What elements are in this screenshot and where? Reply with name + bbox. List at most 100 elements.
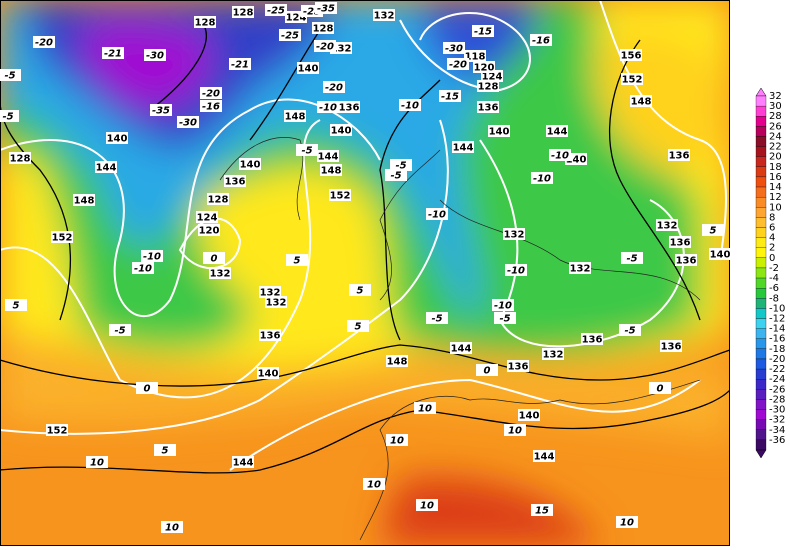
height-label: 132 bbox=[210, 269, 231, 280]
height-label: 132 bbox=[374, 11, 395, 22]
height-label: 148 bbox=[321, 166, 342, 177]
colorbar-label: 28 bbox=[769, 111, 782, 122]
label-box bbox=[329, 189, 351, 201]
label-box bbox=[132, 262, 154, 274]
label-box bbox=[232, 6, 254, 18]
colorbar-swatch bbox=[755, 429, 767, 441]
label-box bbox=[414, 402, 436, 414]
label-box bbox=[494, 312, 516, 324]
temperature-label: -15 bbox=[474, 27, 492, 38]
colorbar-label: -12 bbox=[769, 314, 785, 325]
height-label: 152 bbox=[47, 426, 68, 437]
temperature-label: 0 bbox=[144, 384, 151, 395]
temperature-label: 15 bbox=[535, 506, 549, 517]
label-box bbox=[265, 4, 287, 16]
height-label: 148 bbox=[631, 97, 652, 108]
label-box bbox=[450, 342, 472, 354]
height-label: 144 bbox=[453, 143, 474, 154]
label-box bbox=[320, 164, 342, 176]
label-box bbox=[447, 58, 469, 70]
label-box bbox=[33, 36, 55, 48]
height-label: 136 bbox=[661, 342, 682, 353]
colorbar-swatch bbox=[755, 439, 767, 451]
label-box bbox=[200, 100, 222, 112]
colorbar-swatch bbox=[755, 217, 767, 228]
colorbar-swatch bbox=[755, 207, 767, 218]
temperature-label: -20 bbox=[325, 83, 343, 94]
label-box bbox=[390, 159, 412, 171]
label-box bbox=[196, 211, 218, 223]
height-label: 140 bbox=[258, 369, 279, 380]
temperature-label: -20 bbox=[316, 42, 334, 53]
height-label: 144 bbox=[534, 452, 555, 463]
height-label: 140 bbox=[331, 126, 352, 137]
height-label: 148 bbox=[285, 112, 306, 123]
height-label: 136 bbox=[508, 362, 529, 373]
height-label: 136 bbox=[670, 238, 691, 249]
height-label: 140 bbox=[298, 64, 319, 75]
label-box bbox=[386, 434, 408, 446]
label-box bbox=[656, 219, 678, 231]
label-box bbox=[363, 478, 385, 490]
temperature-label: 10 bbox=[90, 458, 104, 469]
height-label: 136 bbox=[339, 103, 360, 114]
label-box bbox=[477, 101, 499, 113]
label-box bbox=[473, 61, 495, 73]
label-box bbox=[279, 29, 301, 41]
label-box bbox=[507, 360, 529, 372]
label-box bbox=[109, 324, 131, 336]
colorbar-label: -28 bbox=[769, 394, 785, 405]
height-label: 128 bbox=[313, 24, 334, 35]
colorbar-arrow-top bbox=[755, 87, 767, 97]
colorbar-label: 2 bbox=[769, 243, 775, 254]
label-box bbox=[136, 382, 158, 394]
temperature-label: -5 bbox=[2, 112, 13, 123]
height-label: 124 bbox=[286, 13, 307, 24]
label-box bbox=[0, 110, 19, 122]
temperature-label: -15 bbox=[441, 92, 459, 103]
label-box bbox=[373, 9, 395, 21]
height-label: 144 bbox=[547, 127, 568, 138]
height-label: 128 bbox=[10, 154, 31, 165]
label-box bbox=[542, 348, 564, 360]
height-label: 140 bbox=[519, 411, 540, 422]
label-box bbox=[141, 250, 163, 262]
temperature-label: -10 bbox=[319, 103, 337, 114]
temperature-label: 10 bbox=[418, 404, 432, 415]
colorbar-label: -2 bbox=[769, 263, 779, 274]
colorbar-swatch bbox=[755, 136, 767, 147]
colorbar-label: -18 bbox=[769, 344, 785, 355]
temperature-label: -20 bbox=[202, 89, 220, 100]
colorbar-arrow-bottom bbox=[755, 449, 767, 459]
temperature-label: -20 bbox=[449, 60, 467, 71]
temperature-label: 10 bbox=[390, 436, 404, 447]
colorbar-swatch bbox=[755, 318, 767, 329]
temperature-label: -10 bbox=[507, 266, 525, 277]
colorbar: 32302826242220181614121086420-2-4-6-8-10… bbox=[755, 87, 785, 459]
colorbar-label: 24 bbox=[769, 131, 782, 142]
colorbar-swatch bbox=[755, 288, 767, 299]
label-box bbox=[239, 158, 261, 170]
height-label: 136 bbox=[582, 335, 603, 346]
colorbar-swatch bbox=[755, 176, 767, 188]
label-box bbox=[660, 340, 682, 352]
height-label: 148 bbox=[387, 357, 408, 368]
colorbar-label: 12 bbox=[769, 192, 782, 203]
label-box bbox=[503, 228, 525, 240]
label-box bbox=[581, 333, 603, 345]
colorbar-swatch bbox=[755, 126, 767, 137]
temperature-label: 5 bbox=[162, 446, 169, 457]
height-label: 152 bbox=[622, 75, 643, 86]
temperature-label: -10 bbox=[551, 151, 569, 162]
label-box bbox=[549, 149, 571, 161]
label-box bbox=[709, 248, 731, 260]
label-box bbox=[385, 169, 407, 181]
height-label: 136 bbox=[478, 103, 499, 114]
label-box bbox=[464, 50, 486, 62]
label-box bbox=[232, 456, 254, 468]
temperature-label: -10 bbox=[533, 174, 551, 185]
temperature-label: -25 bbox=[267, 6, 285, 17]
label-box bbox=[150, 104, 172, 116]
temperature-label: -30 bbox=[146, 51, 164, 62]
